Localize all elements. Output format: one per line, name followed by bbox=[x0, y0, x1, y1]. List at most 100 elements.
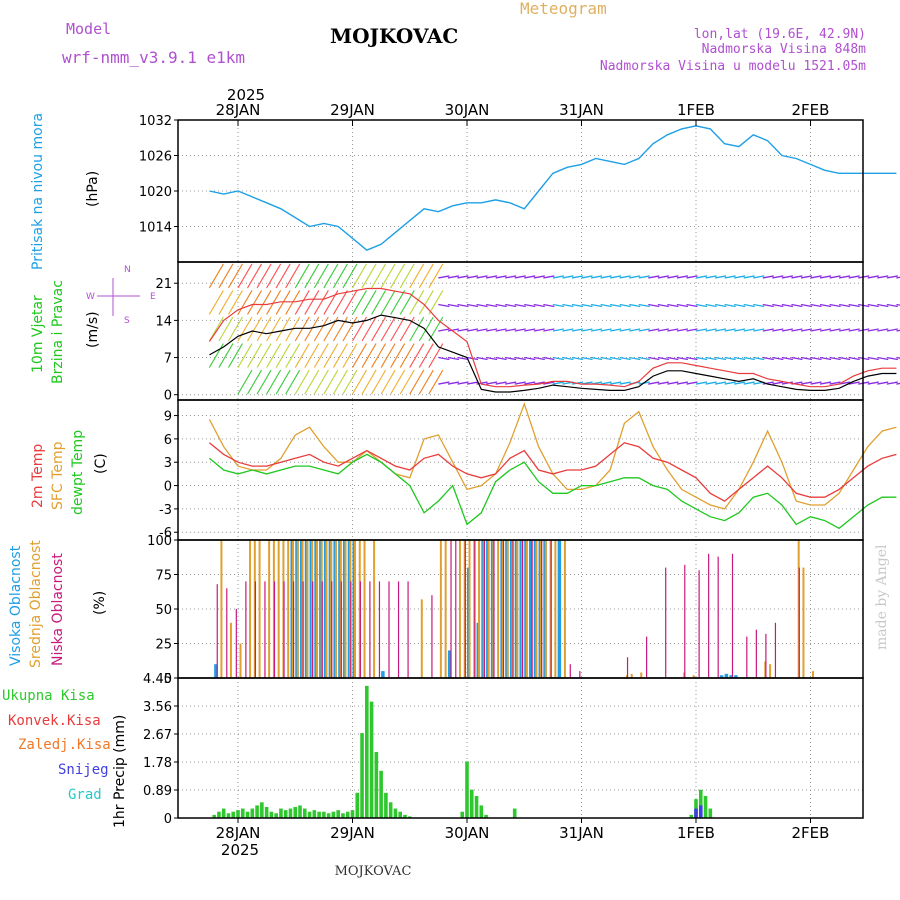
cloud-label-1: Visoka Oblacnost bbox=[8, 545, 24, 666]
wind-arrow bbox=[886, 328, 898, 332]
wind-barb bbox=[352, 369, 367, 395]
wind-barb bbox=[390, 290, 406, 315]
precip-bar bbox=[240, 808, 245, 818]
wind-arrow bbox=[466, 328, 479, 332]
wind-arrow bbox=[695, 356, 708, 361]
wind-arrow bbox=[896, 329, 900, 332]
wind-barb bbox=[332, 316, 348, 342]
cloud-bar bbox=[306, 540, 309, 678]
wind-arrow bbox=[676, 303, 689, 308]
model-altitude-text: Nadmorska Visina u modelu 1521.05m bbox=[600, 59, 866, 74]
wind-arrow bbox=[495, 303, 507, 308]
wind-arrow bbox=[533, 275, 545, 279]
wind-arrow bbox=[581, 275, 593, 279]
cloud-bar bbox=[516, 540, 519, 678]
wind-arrow bbox=[648, 303, 660, 308]
compass-e: E bbox=[150, 292, 156, 302]
wind-arrow bbox=[514, 328, 526, 332]
wind-arrow bbox=[619, 275, 631, 279]
wind-arrow bbox=[848, 356, 860, 361]
y-tick-label: -3 bbox=[159, 503, 172, 518]
wind-barb bbox=[266, 290, 282, 315]
wind-barb bbox=[380, 290, 396, 315]
wind-arrow bbox=[581, 328, 593, 332]
precip-bar bbox=[698, 789, 703, 818]
wind-barb bbox=[247, 290, 263, 315]
cloud-bar bbox=[717, 556, 719, 678]
precip-bar bbox=[226, 813, 231, 818]
pressure-unit: (hPa) bbox=[85, 171, 101, 207]
wind-barb bbox=[208, 343, 224, 368]
cloud-bar bbox=[557, 540, 562, 678]
wind-arrow bbox=[877, 381, 889, 385]
cloud-bar bbox=[798, 567, 800, 678]
precip-bar bbox=[231, 811, 236, 818]
precip-bar bbox=[460, 811, 465, 818]
wind-arrow bbox=[734, 381, 746, 385]
cloud-bar bbox=[359, 581, 361, 678]
wind-arrow bbox=[762, 356, 774, 361]
wind-arrow bbox=[638, 328, 650, 332]
wind-arrow bbox=[629, 328, 641, 332]
precip-bar bbox=[260, 802, 264, 818]
wind-arrow bbox=[438, 275, 450, 279]
wind-arrow bbox=[886, 381, 898, 385]
wind-arrow bbox=[686, 328, 698, 332]
y-tick-label: 50 bbox=[155, 603, 172, 618]
wind-arrow bbox=[485, 381, 498, 385]
wind-barb bbox=[313, 290, 329, 315]
wind-arrow bbox=[753, 328, 765, 332]
y-tick-label: 21 bbox=[155, 277, 172, 292]
wind-arrow bbox=[714, 328, 727, 332]
wind-barb bbox=[275, 369, 291, 395]
wind-arrow bbox=[457, 381, 469, 385]
wind-barb bbox=[352, 263, 367, 289]
day-label-top: 1FEB bbox=[677, 101, 715, 119]
wind-arrow bbox=[705, 275, 717, 279]
wind-arrow bbox=[629, 275, 641, 279]
day-label-bottom: 1FEB bbox=[677, 824, 715, 842]
precip-label-graupel: Grad bbox=[68, 787, 102, 803]
wind-arrow bbox=[543, 381, 555, 385]
wind-barb bbox=[399, 290, 415, 315]
wind-arrow bbox=[829, 275, 841, 279]
precip-bar bbox=[388, 802, 393, 818]
precip-bar bbox=[236, 810, 240, 818]
wind-barb bbox=[285, 290, 301, 315]
wind-arrow bbox=[648, 356, 660, 361]
y-tick-label: 3 bbox=[164, 456, 172, 471]
wind-barb bbox=[304, 343, 320, 368]
wind-arrow bbox=[590, 275, 603, 279]
wind-barb bbox=[380, 263, 396, 289]
cloud-label-2: Srednja Oblacnost bbox=[28, 540, 44, 668]
cloud-bar bbox=[378, 581, 381, 678]
cloud-bar bbox=[630, 673, 633, 678]
pressure-line bbox=[209, 125, 897, 252]
wind-barb bbox=[247, 343, 263, 368]
wind-arrow bbox=[657, 328, 669, 332]
wind-barb bbox=[275, 316, 291, 342]
wind-barb bbox=[371, 263, 387, 289]
wind-arrow bbox=[762, 303, 774, 308]
cloud-bar bbox=[665, 567, 667, 678]
wind-barb bbox=[342, 263, 358, 289]
wind-arrow bbox=[695, 303, 708, 308]
wind-barb bbox=[285, 369, 301, 395]
cloud-bar bbox=[483, 540, 486, 678]
wind-arrow bbox=[743, 381, 755, 385]
wind-barb bbox=[390, 263, 406, 289]
precip-bar bbox=[245, 811, 250, 818]
wind-barb bbox=[399, 369, 415, 395]
wind-barb bbox=[409, 343, 425, 368]
wind-barb bbox=[294, 263, 310, 289]
precip-bar bbox=[369, 701, 374, 818]
cloud-bar bbox=[535, 540, 538, 678]
wind-barb bbox=[380, 316, 396, 342]
wind-arrow bbox=[485, 356, 498, 361]
wind-label-2: Brzina i Pravac bbox=[50, 280, 66, 384]
wind-arrow bbox=[562, 303, 574, 308]
cloud-bar bbox=[268, 540, 271, 678]
wind-arrow bbox=[638, 303, 650, 308]
wind-arrow bbox=[877, 275, 889, 279]
wind-arrow bbox=[800, 328, 813, 332]
